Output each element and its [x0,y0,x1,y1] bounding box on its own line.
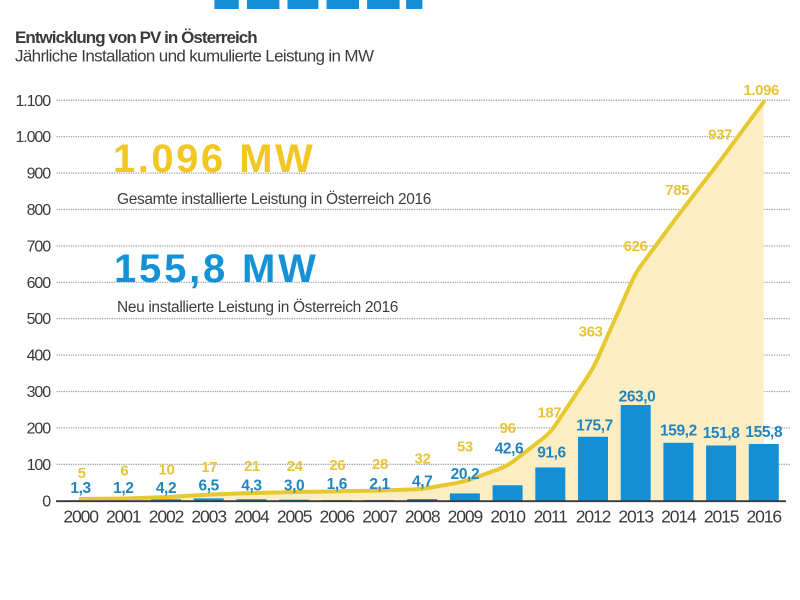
svg-text:937: 937 [708,126,732,143]
svg-text:2010: 2010 [490,507,526,527]
svg-text:2012: 2012 [576,507,611,527]
svg-text:2009: 2009 [448,507,483,527]
svg-text:2000: 2000 [63,507,99,527]
svg-text:500: 500 [27,311,52,328]
svg-text:2,1: 2,1 [369,476,390,493]
svg-text:100: 100 [27,457,52,474]
svg-text:2002: 2002 [149,507,184,527]
svg-text:1,2: 1,2 [113,480,133,497]
svg-text:53: 53 [457,439,473,456]
svg-text:Gesamte installierte Leistung: Gesamte installierte Leistung in Österre… [117,190,431,208]
svg-text:91,6: 91,6 [537,445,566,462]
svg-text:24: 24 [287,458,304,475]
svg-text:28: 28 [372,456,388,473]
svg-text:Entwicklung von PV in Österrei: Entwicklung von PV in Österreich [15,28,257,47]
svg-text:3,0: 3,0 [284,478,304,495]
svg-text:1.096 MW: 1.096 MW [113,137,315,181]
svg-text:785: 785 [665,182,689,199]
svg-text:4,3: 4,3 [241,478,262,495]
svg-text:2005: 2005 [277,507,312,527]
svg-text:2014: 2014 [661,507,697,527]
svg-text:2011: 2011 [534,507,568,527]
svg-text:363: 363 [579,324,603,341]
svg-text:2007: 2007 [362,507,397,527]
svg-text:187: 187 [537,405,561,422]
svg-text:17: 17 [201,459,217,476]
svg-text:4,7: 4,7 [412,474,432,491]
svg-text:2015: 2015 [704,507,739,527]
svg-text:2016: 2016 [747,507,782,527]
svg-text:4,2: 4,2 [156,480,176,497]
svg-text:Jährliche Installation und kum: Jährliche Installation und kumulierte Le… [15,47,374,66]
svg-text:20,2: 20,2 [451,466,480,483]
svg-text:32: 32 [415,451,431,468]
svg-text:1,3: 1,3 [70,480,91,497]
svg-text:2001: 2001 [106,507,141,527]
svg-text:155,8: 155,8 [745,424,783,441]
svg-text:26: 26 [329,457,345,474]
svg-text:1,6: 1,6 [327,476,348,493]
svg-text:200: 200 [27,420,52,437]
svg-text:1.100: 1.100 [15,93,51,110]
svg-text:2008: 2008 [405,507,440,527]
svg-text:263,0: 263,0 [619,389,656,406]
svg-text:6,5: 6,5 [199,478,220,495]
svg-text:300: 300 [27,384,52,401]
svg-text:900: 900 [27,166,52,183]
svg-text:700: 700 [27,238,52,255]
svg-text:800: 800 [27,202,52,219]
svg-text:10: 10 [159,461,175,478]
svg-text:Neu installierte Leistung in Ö: Neu installierte Leistung in Österreich … [117,298,398,316]
svg-text:400: 400 [27,348,52,365]
svg-text:1.096: 1.096 [743,82,779,99]
svg-text:96: 96 [500,420,516,437]
svg-text:600: 600 [27,275,52,292]
svg-text:1.000: 1.000 [15,129,51,146]
svg-text:626: 626 [624,238,648,255]
svg-text:2013: 2013 [618,507,653,527]
svg-text:2003: 2003 [191,507,226,527]
svg-text:151,8: 151,8 [703,425,741,442]
svg-text:2004: 2004 [234,507,270,527]
svg-text:2006: 2006 [320,507,355,527]
svg-text:175,7: 175,7 [576,418,613,435]
svg-text:6: 6 [120,463,128,480]
svg-text:0: 0 [42,494,51,511]
svg-text:5: 5 [78,465,86,482]
svg-text:155,8 MW: 155,8 MW [114,247,319,291]
svg-text:42,6: 42,6 [495,441,524,458]
svg-text:21: 21 [244,458,260,475]
svg-text:159,2: 159,2 [660,423,697,440]
